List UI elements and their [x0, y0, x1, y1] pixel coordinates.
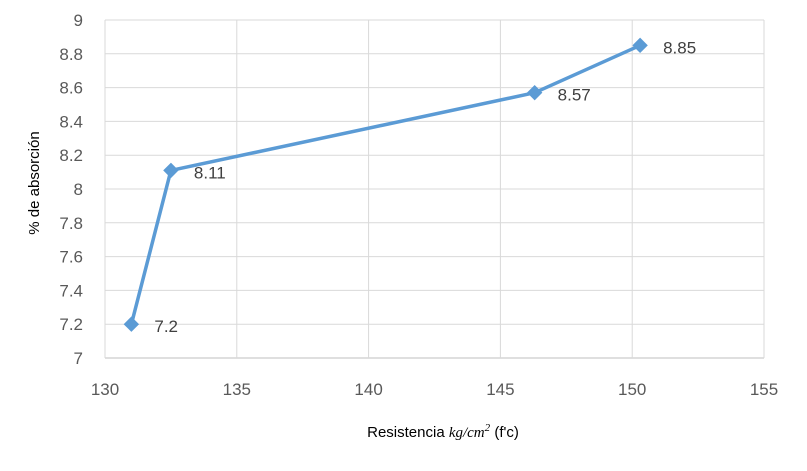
series-line: [129, 43, 642, 326]
data-point-marker: [632, 37, 648, 54]
x-tick-label: 135: [223, 380, 251, 399]
y-tick-label: 9: [74, 11, 83, 30]
x-tick-label: 155: [750, 380, 778, 399]
gridlines: [104, 19, 765, 359]
data-label: 8.11: [194, 163, 226, 182]
data-point-marker: [123, 316, 140, 332]
data-series: [123, 37, 648, 332]
y-tick-label: 7.8: [59, 214, 83, 233]
y-tick-label: 8.2: [59, 146, 83, 165]
x-axis-title-math: kg/cm: [449, 425, 485, 441]
y-tick-labels: 7 7.2 7.4 7.6 7.8 8 8.2 8.4 8.6 8.8 9: [59, 11, 83, 368]
y-tick-label: 7.4: [59, 281, 83, 300]
data-label: 8.57: [558, 86, 591, 105]
data-labels: 7.2 8.11 8.57 8.85: [154, 38, 696, 336]
x-axis-title-sup: 2: [485, 422, 491, 434]
y-tick-label: 8.4: [59, 112, 83, 131]
x-tick-labels: 130 135 140 145 150 155: [91, 380, 778, 399]
y-tick-label: 7: [74, 349, 83, 368]
y-tick-label: 8.6: [59, 79, 83, 98]
data-point-marker: [526, 84, 543, 101]
y-tick-label: 8.8: [59, 45, 83, 64]
x-axis-title: Resistencia kg/cm2 (f'c): [367, 422, 519, 441]
x-tick-label: 140: [354, 380, 382, 399]
x-axis-title-suffix: (f'c): [490, 424, 519, 441]
y-tick-label: 7.6: [59, 248, 83, 267]
x-tick-label: 130: [91, 380, 119, 399]
data-label: 8.85: [663, 38, 696, 57]
data-label: 7.2: [154, 317, 178, 336]
data-point-marker: [163, 162, 179, 179]
x-axis-title-prefix: Resistencia: [367, 424, 449, 441]
y-tick-label: 8: [74, 180, 83, 199]
x-tick-label: 150: [618, 380, 646, 399]
y-axis-title: % de absorción: [26, 131, 43, 234]
y-tick-label: 7.2: [59, 315, 83, 334]
x-tick-label: 145: [486, 380, 514, 399]
